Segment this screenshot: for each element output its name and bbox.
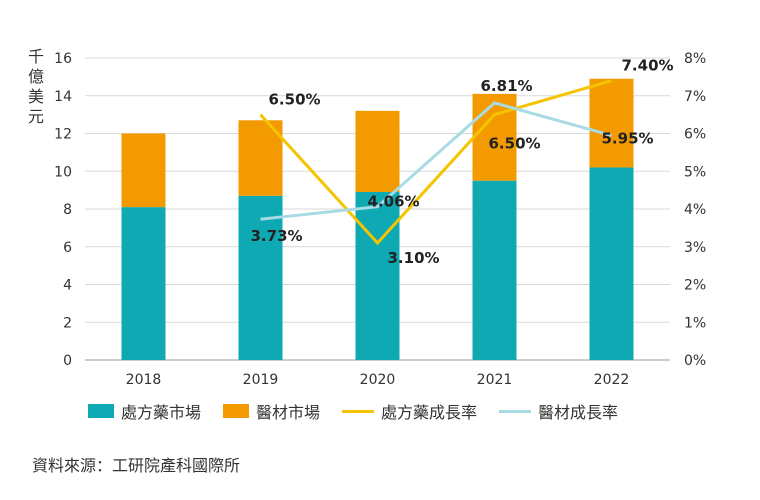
bar-prescription-market (355, 192, 400, 360)
x-tick-label: 2019 (243, 372, 279, 388)
y-right-tick-label: 0% (684, 353, 706, 369)
y-left-tick-label: 10 (54, 164, 72, 180)
axis-ticks: 0 2 4 6 8 10 12 14 16 0% 1% 2% 3% 4% 5% 6% 7% 8% 2018 2019 2… (54, 51, 706, 388)
legend-label-prescription-market: 處方藥市場 (121, 403, 202, 422)
y-axis-label: 千億美元 (28, 47, 44, 126)
data-label-prescription-growth: 7.40% (622, 57, 674, 75)
x-tick-label: 2021 (477, 372, 513, 388)
y-right-tick-label: 7% (684, 89, 706, 105)
data-label-prescription-growth: 3.10% (388, 249, 440, 267)
bar-device-market (355, 110, 400, 193)
x-tick-label: 2018 (126, 372, 162, 388)
y-left-tick-label: 8 (63, 202, 72, 218)
bar-prescription-market (121, 207, 166, 360)
y-left-tick-label: 0 (63, 353, 72, 369)
legend-item-prescription-market: 處方藥市場 (88, 399, 201, 423)
legend-swatch-prescription-market (88, 404, 114, 418)
legend-swatch-prescription-growth (342, 409, 375, 413)
line-prescription-growth (259, 79, 612, 246)
x-tick-label: 2020 (360, 372, 396, 388)
lines (259, 79, 612, 246)
bar-prescription-market (238, 195, 283, 360)
y-right-tick-label: 3% (684, 240, 706, 256)
data-label-prescription-growth: 6.50% (269, 91, 321, 109)
data-label-device-growth: 5.95% (602, 129, 654, 147)
legend-label-prescription-growth: 處方藥成長率 (381, 403, 478, 422)
legend-label-device-growth: 醫材成長率 (538, 403, 619, 422)
y-right-tick-label: 1% (684, 315, 706, 331)
y-right-tick-label: 6% (684, 127, 706, 143)
y-right-tick-label: 4% (684, 202, 706, 218)
legend-label-device-market: 醫材市場 (256, 403, 321, 422)
y-left-tick-label: 12 (54, 127, 72, 143)
source-note: 資料來源：工研院產科國際所 (32, 456, 241, 475)
bar-device-market (589, 78, 634, 168)
bar-prescription-market (472, 180, 517, 360)
bar-device-market (121, 133, 166, 208)
y-left-tick-label: 4 (63, 278, 72, 294)
legend-item-prescription-growth: 處方藥成長率 (342, 399, 477, 423)
legend-item-device-growth: 醫材成長率 (499, 399, 618, 423)
chart-area: 0 2 4 6 8 10 12 14 16 0% 1% 2% 3% 4% 5% 6% 7% 8% 2018 2019 2… (28, 47, 706, 388)
y-left-tick-label: 14 (54, 89, 72, 105)
data-labels: 6.50% 3.10% 6.50% 7.40% 3.73% 4.06% 6.81% 5.95% (251, 57, 674, 267)
y-left-tick-label: 6 (63, 240, 72, 256)
bars (121, 78, 634, 360)
data-label-prescription-growth: 6.50% (489, 135, 541, 153)
y-right-tick-label: 5% (684, 164, 706, 180)
bar-prescription-market (589, 167, 634, 360)
y-left-tick-label: 2 (63, 315, 72, 331)
y-right-tick-label: 2% (684, 278, 706, 294)
data-label-device-growth: 3.73% (251, 227, 303, 245)
y-left-tick-label: 16 (54, 51, 72, 67)
legend: 處方藥市場 醫材市場 處方藥成長率 醫材成長率 (88, 398, 688, 424)
legend-swatch-device-growth (499, 409, 532, 413)
x-tick-label: 2022 (594, 372, 630, 388)
legend-item-device-market: 醫材市場 (223, 399, 320, 423)
legend-swatch-device-market (223, 404, 250, 418)
data-label-device-growth: 6.81% (481, 77, 533, 95)
data-label-device-growth: 4.06% (368, 193, 420, 211)
line-device-growth (260, 101, 612, 221)
y-right-tick-label: 8% (684, 51, 706, 67)
